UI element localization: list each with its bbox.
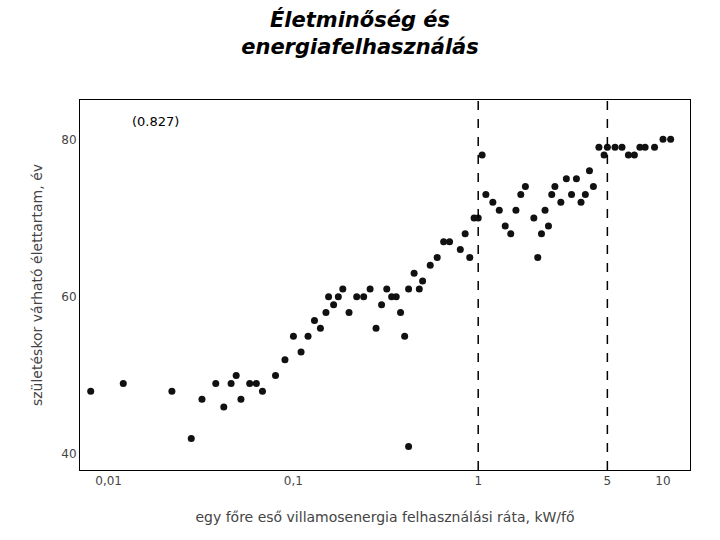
svg-text:születéskor várható élettartam: születéskor várható élettartam, év [29, 164, 45, 406]
svg-text:0,01: 0,01 [95, 474, 122, 488]
svg-text:80: 80 [61, 133, 76, 147]
svg-text:1: 1 [474, 474, 482, 488]
svg-text:egy főre eső villamosenergia f: egy főre eső villamosenergia felhasználá… [195, 509, 574, 525]
svg-text:0,1: 0,1 [284, 474, 303, 488]
svg-text:5: 5 [604, 474, 612, 488]
svg-text:(0.827): (0.827) [132, 114, 179, 129]
svg-text:Életminőség ésenergiafelhaszná: Életminőség ésenergiafelhasználás [241, 7, 479, 59]
svg-text:40: 40 [61, 447, 76, 461]
svg-text:10: 10 [655, 474, 670, 488]
svg-text:60: 60 [61, 290, 76, 304]
